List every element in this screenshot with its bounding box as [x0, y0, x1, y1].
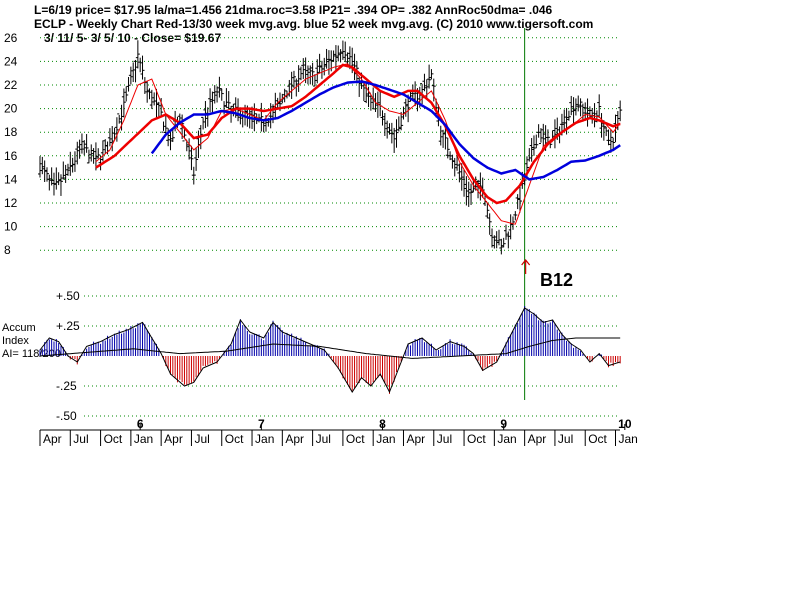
price-tick-label: 20: [4, 102, 18, 116]
x-tick-label: Jul: [437, 432, 452, 446]
x-tick-label: Jan: [497, 432, 516, 446]
year-label: 9: [500, 417, 507, 431]
price-tick-label: 10: [4, 220, 18, 234]
price-tick-label: 8: [4, 243, 11, 257]
price-tick-label: 12: [4, 196, 18, 210]
x-tick-label: Apr: [406, 432, 425, 446]
x-tick-label: Apr: [528, 432, 547, 446]
price-tick-label: 26: [4, 31, 18, 45]
accum-outline: [39, 307, 621, 394]
accum-tick-label: -.50: [56, 409, 77, 423]
signal-label: B12: [540, 270, 574, 290]
year-label: 7: [258, 417, 265, 431]
x-tick-label: Apr: [285, 432, 304, 446]
x-tick-label: Oct: [588, 432, 607, 446]
index-label: Index: [2, 335, 29, 347]
header-line-1: L=6/19 price= $17.95 la/ma=1.456 21dma.r…: [34, 3, 553, 17]
x-tick-label: Apr: [43, 432, 62, 446]
year-label: 10: [618, 417, 632, 431]
x-tick-label: Jul: [316, 432, 331, 446]
price-tick-label: 22: [4, 78, 18, 92]
x-tick-label: Jul: [558, 432, 573, 446]
header-line-2: ECLP - Weekly Chart Red-13/30 week mvg.a…: [34, 17, 594, 31]
x-tick-label: Oct: [346, 432, 365, 446]
ai-score-label: AI= 118/200: [2, 348, 61, 360]
price-tick-label: 24: [4, 54, 18, 68]
x-tick-label: Oct: [467, 432, 486, 446]
price-tick-label: 16: [4, 149, 18, 163]
year-label: 6: [137, 417, 144, 431]
x-tick-label: Apr: [164, 432, 183, 446]
x-tick-label: Jan: [619, 432, 638, 446]
accum-ma-line: [39, 337, 621, 359]
x-tick-label: Jan: [376, 432, 395, 446]
x-tick-label: Oct: [104, 432, 123, 446]
ma-13-week-line: [95, 63, 621, 225]
signal-arrow: [521, 259, 531, 274]
accum-tick-label: -.25: [56, 379, 77, 393]
price-tick-label: 18: [4, 125, 18, 139]
accum-tick-label: +.50: [56, 289, 80, 303]
accum-tick-label: +.25: [56, 319, 80, 333]
year-label: 8: [379, 417, 386, 431]
x-tick-label: Jul: [194, 432, 209, 446]
x-tick-label: Jan: [134, 432, 153, 446]
accum-label: Accum: [2, 322, 36, 334]
ma-30-week-line: [95, 63, 621, 205]
x-tick-label: Oct: [225, 432, 244, 446]
x-tick-label: Jan: [255, 432, 274, 446]
ma-52-week-line: [150, 80, 621, 181]
x-tick-label: Jul: [73, 432, 88, 446]
price-tick-label: 14: [4, 172, 18, 186]
